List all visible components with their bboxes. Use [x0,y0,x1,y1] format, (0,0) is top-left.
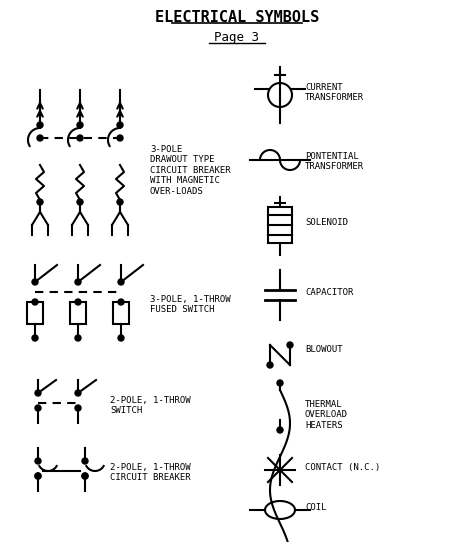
Text: 2-POLE, 1-THROW
CIRCUIT BREAKER: 2-POLE, 1-THROW CIRCUIT BREAKER [110,463,191,482]
Text: BLOWOUT: BLOWOUT [305,345,343,354]
Text: CURRENT
TRANSFORMER: CURRENT TRANSFORMER [305,83,364,102]
Text: PONTENTIAL
TRANSFORMER: PONTENTIAL TRANSFORMER [305,152,364,171]
Circle shape [118,335,124,341]
Circle shape [35,405,41,411]
Circle shape [75,405,81,411]
Circle shape [287,342,293,348]
Text: CAPACITOR: CAPACITOR [305,288,354,297]
FancyBboxPatch shape [268,207,292,243]
Circle shape [37,199,43,205]
FancyBboxPatch shape [70,302,86,324]
Circle shape [118,279,124,285]
Circle shape [77,122,83,128]
Circle shape [77,135,83,141]
FancyBboxPatch shape [27,302,43,324]
Circle shape [117,122,123,128]
Circle shape [75,279,81,285]
Circle shape [82,473,88,479]
Circle shape [82,473,88,479]
Circle shape [277,380,283,386]
Text: THERMAL
OVERLOAD
HEATERS: THERMAL OVERLOAD HEATERS [305,400,348,430]
Circle shape [35,458,41,464]
Circle shape [277,427,283,433]
Ellipse shape [265,501,295,519]
Text: 2-POLE, 1-THROW
SWITCH: 2-POLE, 1-THROW SWITCH [110,396,191,415]
Text: 3-POLE, 1-THROW
FUSED SWITCH: 3-POLE, 1-THROW FUSED SWITCH [150,295,231,314]
Circle shape [32,299,38,305]
Circle shape [35,473,41,479]
Text: 3-POLE
DRAWOUT TYPE
CIRCUIT BREAKER
WITH MAGNETIC
OVER-LOADS: 3-POLE DRAWOUT TYPE CIRCUIT BREAKER WITH… [150,145,231,196]
Circle shape [75,335,81,341]
Circle shape [35,473,41,479]
Text: COIL: COIL [305,503,327,512]
Circle shape [32,335,38,341]
Text: CONTACT (N.C.): CONTACT (N.C.) [305,463,380,472]
Circle shape [117,199,123,205]
Circle shape [75,299,81,305]
Circle shape [77,199,83,205]
Circle shape [268,83,292,107]
FancyBboxPatch shape [113,302,129,324]
Text: SOLENOID: SOLENOID [305,218,348,227]
Circle shape [267,362,273,368]
Circle shape [118,299,124,305]
Text: Page 3: Page 3 [215,31,259,44]
Circle shape [75,390,81,396]
Circle shape [82,458,88,464]
Circle shape [37,122,43,128]
Text: ELECTRICAL SYMBOLS: ELECTRICAL SYMBOLS [155,10,319,25]
Circle shape [35,390,41,396]
Circle shape [32,279,38,285]
Circle shape [117,135,123,141]
Circle shape [37,135,43,141]
